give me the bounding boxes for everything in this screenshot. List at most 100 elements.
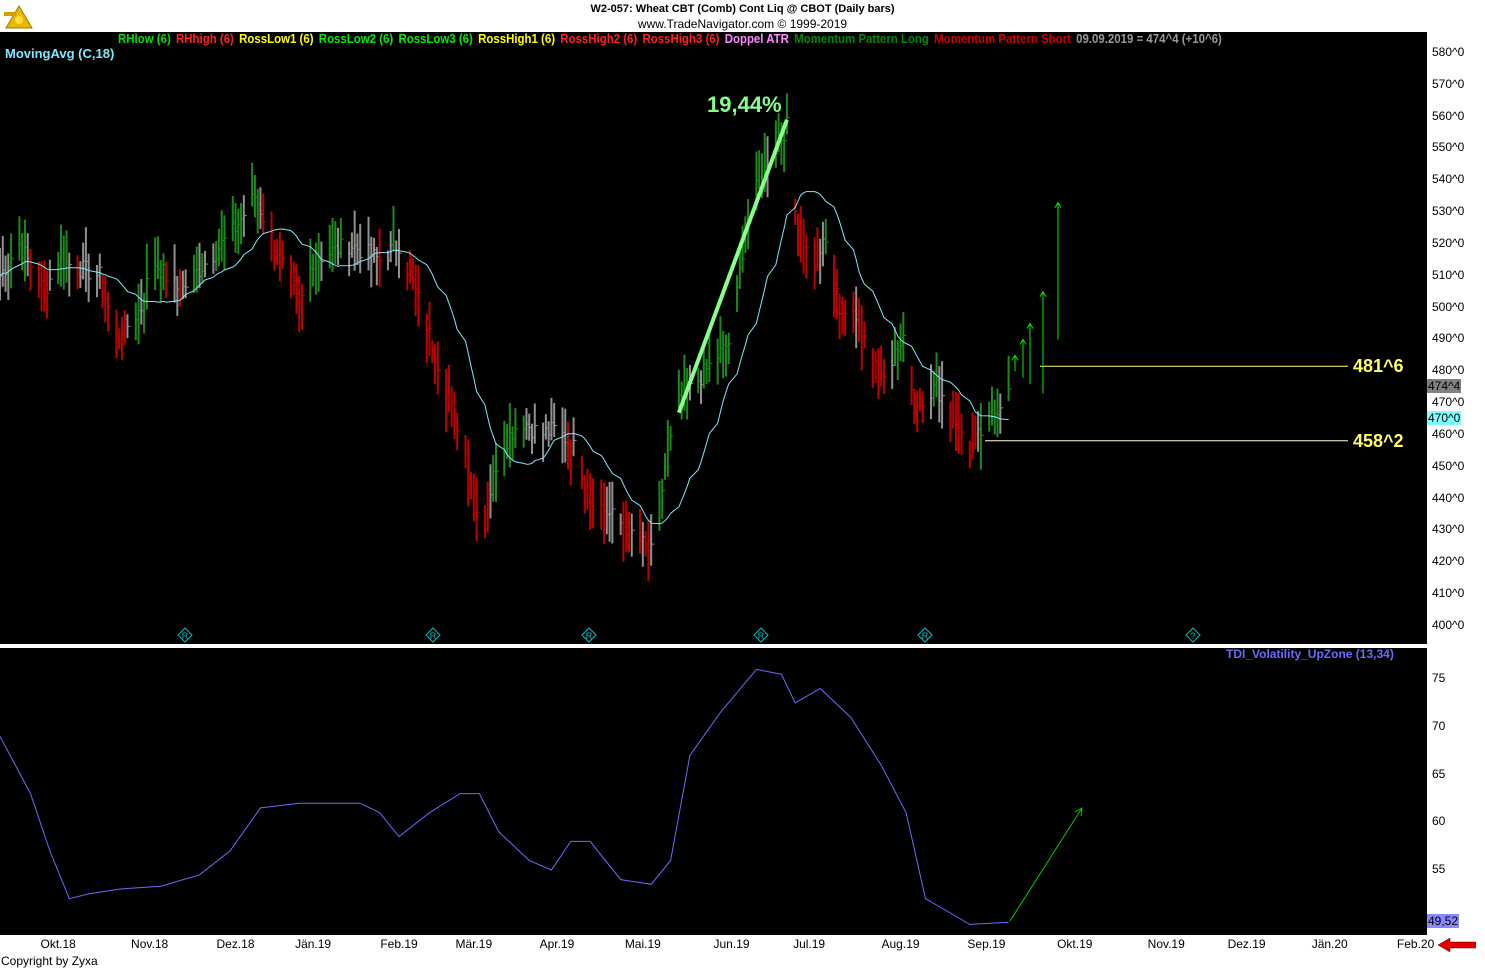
copyright: Copyright by Zyxa	[1, 954, 98, 968]
date-axis-tick: Aug.19	[881, 937, 920, 951]
price-panel[interactable]: R R R R R?	[0, 32, 1427, 644]
r-diamond-icon: R	[177, 627, 193, 643]
r-diamond-icon: R	[425, 627, 441, 643]
date-axis-tick: Okt.18	[40, 937, 76, 951]
price-axis-tick: 540^0	[1432, 172, 1465, 187]
date-axis-tick: Mai.19	[624, 937, 661, 951]
panel-divider[interactable]	[0, 644, 1427, 648]
date-axis-tick: Dez.18	[216, 937, 255, 951]
legend-item[interactable]: Momentum Pattern Short	[934, 31, 1071, 46]
moving-average-line	[0, 191, 1009, 525]
legend-item[interactable]: RHlow (6)	[118, 31, 171, 46]
moving-avg-label: MovingAvg (C,18)	[5, 46, 115, 61]
date-axis-tick: Feb.20	[1396, 937, 1435, 951]
price-axis-tick: 520^0	[1432, 235, 1465, 250]
date-axis-tick: Jän.19	[295, 937, 332, 951]
date-axis-tick: Feb.19	[380, 937, 418, 951]
price-axis-tick: 490^0	[1432, 331, 1465, 346]
tdi-line	[0, 668, 1009, 925]
price-axis-tick: 450^0	[1432, 458, 1465, 473]
legend-item[interactable]: RossHigh1 (6)	[478, 31, 556, 46]
tdi-chart-svg	[0, 668, 1083, 925]
header: W2-057: Wheat CBT (Comb) Cont Liq @ CBOT…	[0, 0, 1485, 32]
price-axis-tick: 510^0	[1432, 267, 1465, 282]
diamond-shape	[917, 627, 933, 643]
diamond-shape	[177, 627, 193, 643]
legend-item[interactable]: RossLow1 (6)	[239, 31, 314, 46]
date-axis-tick: Nov.18	[131, 937, 169, 951]
diamond-letter: R	[182, 631, 189, 641]
tdi-axis-tick: 70	[1432, 718, 1446, 733]
date-axis-tick: Mär.19	[455, 937, 493, 951]
price-axis-tick: 530^0	[1432, 204, 1465, 219]
legend-item[interactable]: 09.09.2019 = 474^4 (+10^6)	[1076, 31, 1222, 46]
projection-arrow-icon	[1009, 807, 1083, 922]
legend-item[interactable]: RossLow2 (6)	[318, 31, 394, 46]
last-price-tag: 474^4	[1427, 379, 1462, 393]
price-axis-tick: 570^0	[1432, 76, 1465, 91]
trendline	[676, 119, 789, 414]
r-diamond-icon: R	[753, 627, 769, 643]
chart-subtitle: www.TradeNavigator.com © 1999-2019	[637, 17, 848, 31]
diamond-shape	[581, 627, 597, 643]
price-axis-tick: 440^0	[1432, 490, 1465, 505]
r-diamond-icon: R	[917, 627, 933, 643]
tdi-axis-tick: 55	[1432, 862, 1446, 876]
diamond-letter: R	[922, 631, 929, 641]
date-axis-tick: Nov.19	[1147, 937, 1185, 951]
legend-item[interactable]: RossLow3 (6)	[398, 31, 473, 46]
diamond-shape	[1185, 627, 1201, 643]
tdi-axis-tick: 75	[1432, 671, 1446, 685]
indicator-panel[interactable]	[0, 648, 1427, 935]
moving-avg-tag: 470^0	[1427, 411, 1462, 425]
price-axis-tick: 430^0	[1432, 522, 1465, 537]
up-arrow-head-icon	[1054, 201, 1062, 208]
date-axis-tick: Jul.19	[793, 937, 826, 951]
projection-arrow-head-icon	[1074, 807, 1083, 817]
up-arrow-head-icon	[1026, 322, 1034, 329]
r-diamond-icon: R	[581, 627, 597, 643]
tdi-axis-tick: 60	[1432, 814, 1446, 829]
chart-title: W2-057: Wheat CBT (Comb) Cont Liq @ CBOT…	[590, 3, 895, 15]
date-axis-tick: Okt.19	[1057, 937, 1093, 951]
price-axis-tick: 470^0	[1432, 395, 1465, 410]
date-axis-tick: Jän.20	[1311, 937, 1348, 951]
price-axis-tick: 580^0	[1432, 45, 1465, 59]
price-axis-tick: 400^0	[1432, 617, 1465, 632]
date-axis-tick: Dez.19	[1227, 937, 1266, 951]
diamond-letter: R	[430, 631, 437, 641]
diamond-letter: R	[586, 631, 593, 641]
price-axis-tick: 410^0	[1432, 586, 1465, 601]
diamond-letter: ?	[1190, 631, 1195, 641]
diamond-shape	[753, 627, 769, 643]
tdi-label: TDI_Volatility_UpZone (13,34)	[1226, 647, 1394, 661]
trendline-label: 19,44%	[707, 92, 782, 117]
price-chart-svg: R R R R R?	[0, 93, 1348, 643]
level-label-upper: 481^6	[1353, 356, 1404, 376]
legend-item[interactable]: RossHigh3 (6)	[642, 31, 720, 46]
date-axis-tick: Jun.19	[713, 937, 750, 951]
level-label-lower: 458^2	[1353, 431, 1404, 451]
tdi-axis-tick: 65	[1432, 766, 1446, 781]
date-axis-tick: Sep.19	[967, 937, 1006, 951]
price-axis-tick: 560^0	[1432, 108, 1465, 123]
price-axis-tick: 420^0	[1432, 554, 1465, 569]
up-arrow-head-icon	[1019, 338, 1027, 345]
tdi-value-tag: 49,52	[1427, 914, 1460, 928]
price-axis-tick: 550^0	[1432, 140, 1465, 155]
red-arrow-left-icon	[1438, 938, 1476, 952]
price-axis-tick: 480^0	[1432, 363, 1465, 378]
indicator-legend: RHlow (6) RHhigh (6) RossLow1 (6) RossLow2 …	[118, 31, 1227, 46]
legend-item[interactable]: RossHigh2 (6)	[560, 31, 638, 46]
sextant-logo-icon	[4, 5, 33, 29]
up-arrow-head-icon	[1039, 290, 1047, 297]
date-axis-tick: Apr.19	[539, 937, 575, 951]
diamond-letter: R	[758, 631, 765, 641]
legend-item[interactable]: Momentum Pattern Long	[794, 31, 929, 46]
question-diamond-icon: ?	[1185, 627, 1201, 643]
up-arrow-head-icon	[1011, 354, 1019, 361]
price-axis-tick: 500^0	[1432, 299, 1465, 314]
legend-item[interactable]: RHhigh (6)	[176, 31, 234, 46]
legend-item[interactable]: Doppel ATR	[724, 31, 789, 46]
diamond-shape	[425, 627, 441, 643]
